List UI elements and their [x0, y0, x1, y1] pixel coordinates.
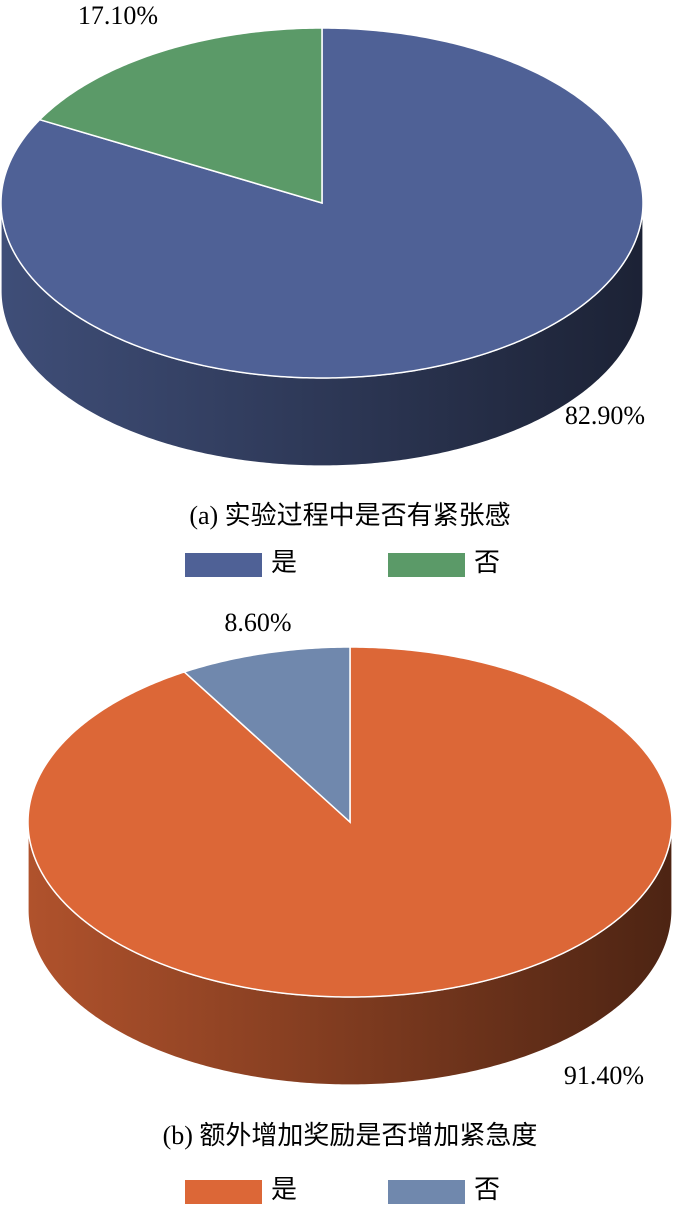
legend-swatch — [388, 1180, 465, 1204]
pie-slice — [182, 646, 351, 824]
legend-label: 是 — [271, 1175, 297, 1204]
legend-swatch — [185, 1180, 262, 1204]
chart-title: (b) 额外增加奖励是否增加紧急度 — [163, 1121, 538, 1150]
pie-slice — [38, 27, 323, 205]
data-label: 82.90% — [565, 401, 645, 430]
legend-label: 否 — [474, 1175, 500, 1204]
legend-label: 否 — [474, 548, 500, 577]
data-label: 8.60% — [224, 608, 291, 637]
data-label: 17.10% — [78, 1, 158, 30]
pie-slice — [27, 646, 673, 998]
data-label: 91.40% — [564, 1061, 644, 1090]
legend-swatch — [185, 553, 262, 577]
chart-title: (a) 实验过程中是否有紧张感 — [189, 501, 510, 530]
legend-swatch — [388, 553, 465, 577]
legend-label: 是 — [271, 548, 297, 577]
